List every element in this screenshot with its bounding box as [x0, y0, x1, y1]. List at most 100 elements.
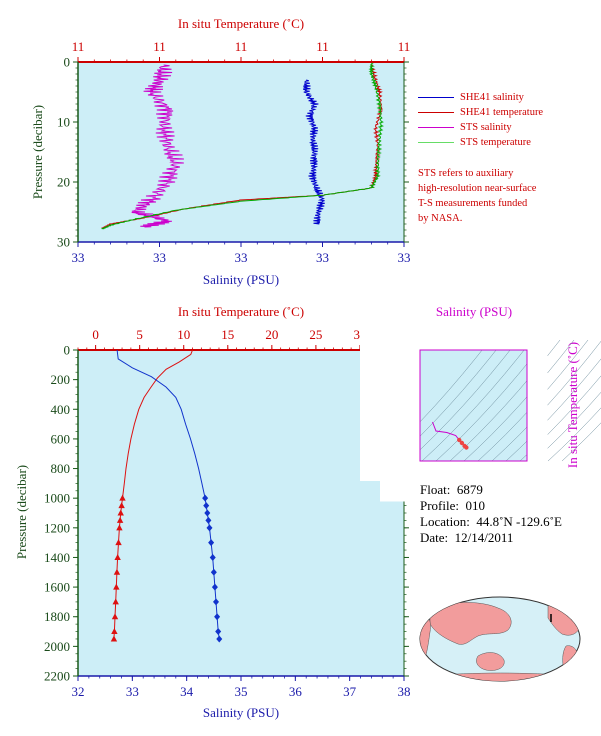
- salinity-tick-label: 33: [398, 250, 411, 265]
- salinity-tick-label: 32: [72, 684, 85, 699]
- density-contour: [407, 339, 519, 462]
- date-value: 12/14/2011: [454, 530, 514, 545]
- temperature-marker: [115, 539, 122, 546]
- ts-temperature-axis-label: In situ Temperature (˚C): [565, 342, 580, 468]
- ts-point: [459, 440, 465, 446]
- pressure-tick-label: 10: [57, 115, 70, 130]
- density-contour: [561, 422, 601, 462]
- series-line: [101, 62, 384, 230]
- series-line: [101, 64, 384, 229]
- legend-swatch: [418, 97, 454, 98]
- pressure-tick-label: 20: [57, 175, 70, 190]
- temperature-marker: [118, 502, 125, 509]
- float-label: Float:: [420, 482, 451, 497]
- pressure-tick-label: 2000: [44, 639, 70, 654]
- bottom-plot-area: [77, 349, 405, 677]
- salinity-marker: [213, 598, 220, 606]
- salinity-tick-label: 38: [398, 684, 411, 699]
- temperature-tick-label: 11: [316, 39, 329, 54]
- series-line: [131, 64, 184, 228]
- salinity-tick-label: 34: [180, 684, 194, 699]
- temperature-tick-label: 0: [92, 327, 99, 342]
- legend-item-sts-salinity: STS salinity: [418, 120, 543, 135]
- salinity-marker: [209, 553, 216, 561]
- salinity-tick-label: 33: [72, 250, 85, 265]
- bottom-ticks: 0510152025303532333435363738020040060080…: [44, 327, 411, 699]
- date-label: Date:: [420, 530, 449, 545]
- temperature-marker: [113, 568, 121, 575]
- salinity-marker: [210, 568, 217, 576]
- temperature-marker: [112, 598, 119, 605]
- note-line: high-resolution near-surface: [418, 183, 537, 194]
- temperature-tick-label: 11: [153, 39, 166, 54]
- legend-label: STS salinity: [460, 122, 512, 133]
- temperature-marker: [116, 516, 124, 523]
- salinity-marker: [202, 494, 209, 502]
- density-contour: [547, 407, 601, 462]
- legend-swatch: [418, 112, 454, 113]
- salinity-marker: [215, 628, 222, 636]
- profile-label: Profile:: [420, 498, 459, 513]
- density-contour: [421, 339, 533, 462]
- temperature-tick-label: 10: [177, 327, 190, 342]
- salinity-marker: [206, 524, 213, 532]
- pressure-tick-label: 30: [57, 235, 70, 250]
- salinity-tick-label: 33: [316, 250, 329, 265]
- bottom-pressure-axis-label: Pressure (decibar): [14, 465, 29, 559]
- map-land-australia: [476, 652, 505, 671]
- temperature-marker: [113, 583, 120, 590]
- profile-value: 010: [465, 498, 486, 513]
- salinity-marker: [203, 502, 210, 510]
- map-land-asia: [429, 602, 512, 645]
- float-value: 6879: [456, 482, 483, 497]
- note-line: T-S measurements funded: [418, 198, 528, 209]
- salinity-tick-label: 37: [343, 684, 357, 699]
- ts-point: [457, 437, 462, 443]
- temperature-marker: [117, 509, 124, 516]
- temperature-marker: [110, 635, 118, 642]
- legend-label: SHE41 salinity: [460, 92, 524, 103]
- legend-label: STS temperature: [460, 137, 531, 148]
- temperature-marker: [111, 613, 119, 620]
- density-contour: [505, 358, 601, 462]
- salinity-tick-label: 33: [153, 250, 166, 265]
- ts-series: [360, 330, 601, 502]
- pressure-tick-label: 0: [64, 55, 71, 70]
- location-row: Location: 44.8˚N -129.6˚E: [420, 514, 562, 530]
- salinity-tick-label: 36: [289, 684, 303, 699]
- location-value: 44.8˚N -129.6˚E: [476, 514, 562, 529]
- float-row: Float: 6879: [420, 482, 562, 498]
- pressure-tick-label: 2200: [44, 669, 70, 684]
- legend-item-sts-temperature: STS temperature: [418, 135, 543, 150]
- top-salinity-axis-label: Salinity (PSU): [203, 272, 279, 287]
- pressure-tick-label: 1000: [44, 491, 70, 506]
- world-map: [419, 596, 581, 682]
- pressure-tick-label: 1800: [44, 609, 70, 624]
- profile-row: Profile: 010: [420, 498, 562, 514]
- salinity-marker: [208, 539, 215, 547]
- salinity-tick-label: 33: [126, 684, 139, 699]
- pressure-tick-label: 0: [64, 343, 71, 358]
- bottom-series: [110, 349, 223, 643]
- date-row: Date: 12/14/2011: [420, 530, 562, 546]
- pressure-tick-label: 400: [51, 402, 71, 417]
- ts-mask: [360, 330, 420, 481]
- legend-item-she41-temperature: SHE41 temperature: [418, 105, 543, 120]
- temperature-tick-label: 11: [398, 39, 411, 54]
- temperature-marker: [111, 628, 118, 635]
- pressure-tick-label: 200: [51, 372, 71, 387]
- ts-salinity-axis-label: Salinity (PSU): [436, 304, 512, 319]
- salinity-marker: [214, 613, 221, 621]
- temperature-tick-label: 5: [136, 327, 143, 342]
- legend-swatch: [418, 127, 454, 128]
- legend-swatch: [418, 142, 454, 143]
- top-temperature-axis-label: In situ Temperature (˚C): [178, 16, 304, 31]
- salinity-marker: [205, 516, 212, 524]
- salinity-marker: [211, 583, 218, 591]
- series-line: [302, 79, 325, 225]
- salinity-marker: [216, 635, 223, 643]
- top-legend: SHE41 salinity SHE41 temperature STS sal…: [418, 90, 543, 150]
- temperature-marker: [114, 553, 121, 560]
- salinity-tick-label: 35: [235, 684, 248, 699]
